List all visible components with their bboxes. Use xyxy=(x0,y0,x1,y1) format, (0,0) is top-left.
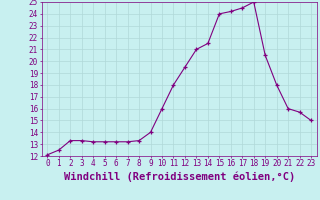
X-axis label: Windchill (Refroidissement éolien,°C): Windchill (Refroidissement éolien,°C) xyxy=(64,171,295,182)
